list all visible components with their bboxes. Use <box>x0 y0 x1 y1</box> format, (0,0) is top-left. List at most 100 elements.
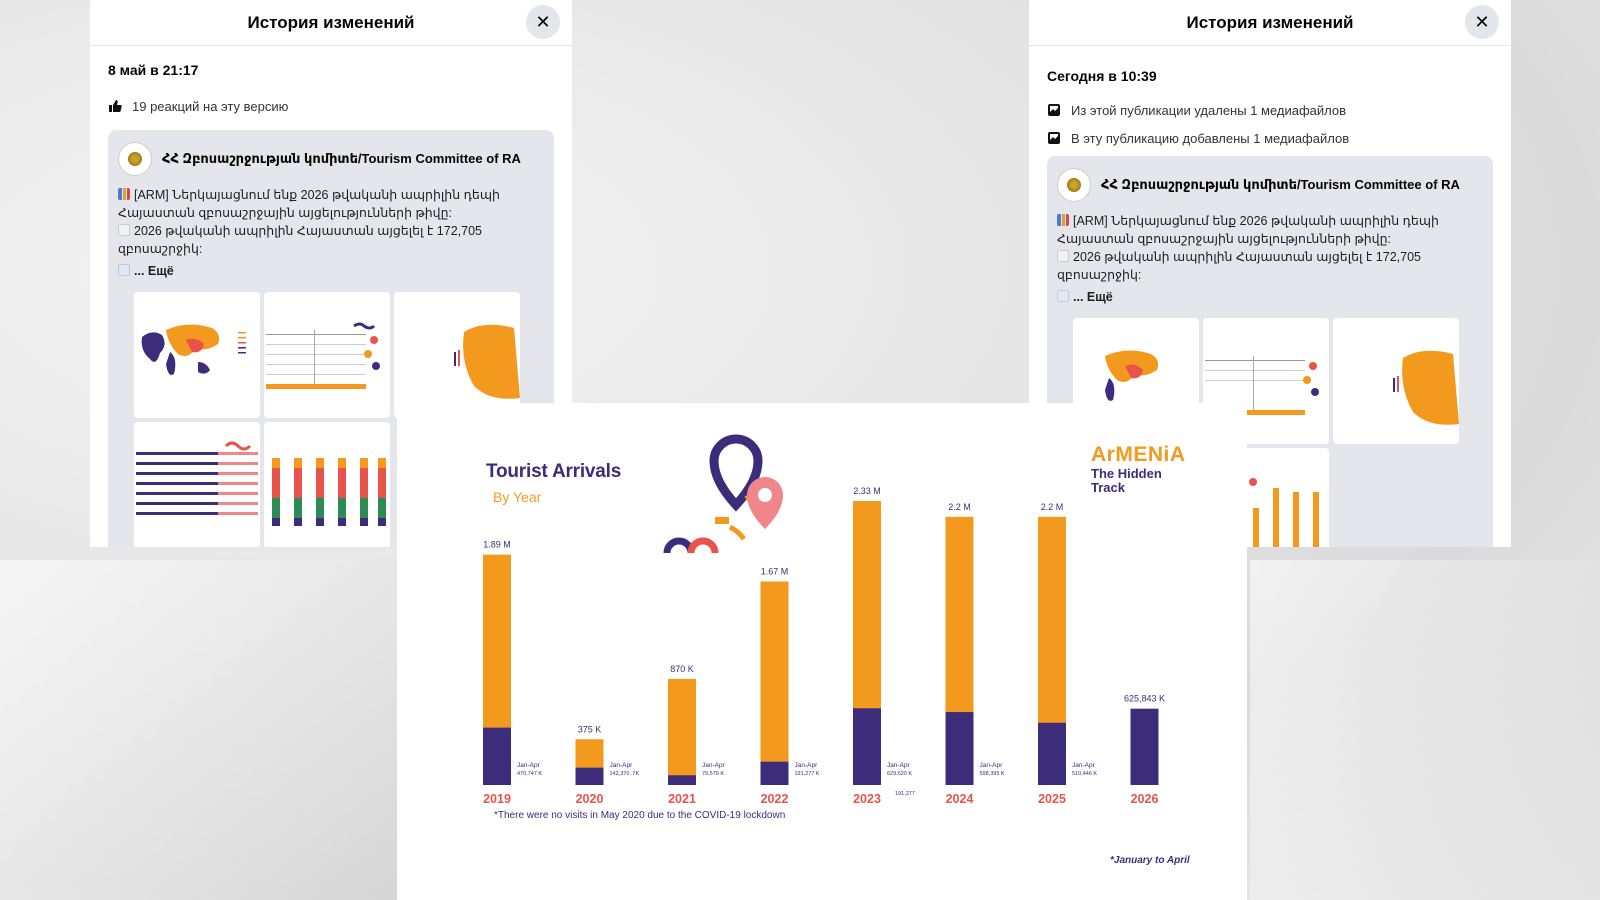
total-label-2026: 625,843 K <box>1124 694 1165 704</box>
panel-title: История изменений <box>247 12 415 32</box>
bar-total-2021 <box>668 678 696 785</box>
extra-value-label: 191,277 <box>895 791 915 797</box>
media-thumb-stripes[interactable] <box>134 422 260 547</box>
tourist-arrivals-infographic[interactable]: 1.89 M Jan-Apr 470,747 K 2019 375 K Jan-Apr 14… <box>397 403 1247 900</box>
jan-apr-value-2024: 598,395 K <box>980 771 1005 777</box>
chart-canvas: 1.89 M Jan-Apr 470,747 K 2019 375 K Jan-Apr 14… <box>483 434 1165 806</box>
total-label-2022: 1.67 M <box>761 566 789 576</box>
brand-name: ArMENiA <box>1091 443 1186 466</box>
jan-apr-caption-2021: Jan-Apr <box>702 762 726 769</box>
location-pins-decoration <box>663 434 783 554</box>
year-label-2020: 2020 <box>576 792 604 806</box>
media-thumb-region-map[interactable] <box>394 292 520 418</box>
avatar[interactable] <box>118 142 152 176</box>
year-label-2025: 2025 <box>1038 792 1066 806</box>
media-thumb-stacked-bars[interactable] <box>264 422 390 547</box>
jan-apr-value-2021: 79,579 K <box>702 771 724 777</box>
media-icon <box>1047 103 1061 117</box>
panel-title: История изменений <box>1186 12 1354 32</box>
bar-jan-apr-2022 <box>760 761 789 785</box>
background-paper <box>0 560 400 900</box>
see-more-link[interactable]: ... Ещё <box>1073 290 1113 304</box>
media-thumb-table[interactable] <box>264 292 390 418</box>
bar-jan-apr-2019 <box>483 727 511 785</box>
year-label-2026: 2026 <box>1131 792 1159 806</box>
post-text: [ARM] Ներկայացնում ենք 2026 թվականի ապրի… <box>1057 212 1483 306</box>
background-paper <box>1250 560 1600 900</box>
jan-apr-value-2019: 470,747 K <box>517 771 542 777</box>
total-label-2024: 2.2 M <box>948 502 971 512</box>
post-line-1: [ARM] Ներկայացնում ենք 2026 թվականի ապրի… <box>118 188 500 220</box>
close-icon: ✕ <box>1474 11 1490 32</box>
close-button[interactable]: ✕ <box>1465 5 1499 39</box>
media-icon <box>1047 131 1061 145</box>
total-label-2020: 375 K <box>578 724 602 734</box>
total-label-2023: 2.33 M <box>853 486 881 496</box>
close-button[interactable]: ✕ <box>526 5 560 39</box>
emblem-icon <box>128 152 142 166</box>
brand-tagline-2: Track <box>1091 480 1125 495</box>
change-text: В эту публикацию добавлены 1 медиафайлов <box>1071 130 1350 146</box>
page-name[interactable]: ՀՀ Զբոսաշրջության կոմիտե/Tourism Committ… <box>162 151 521 166</box>
bar-chart-icon <box>118 188 130 200</box>
total-label-2019: 1.89 M <box>483 540 511 550</box>
post-text: [ARM] Ներկայացնում ենք 2026 թվականի ապրի… <box>118 186 544 280</box>
jan-apr-footnote: *January to April <box>1110 855 1190 866</box>
panel-header: История изменений ✕ <box>90 0 572 46</box>
change-line-removed: Из этой публикации удалены 1 медиафайлов <box>1029 96 1511 124</box>
post-header: ՀՀ Զբոսաշրջության կոմիտե/Tourism Committ… <box>1057 168 1483 202</box>
brand-tagline-1: The Hidden <box>1091 466 1162 481</box>
chart-up-icon <box>1057 250 1069 262</box>
total-label-2025: 2.2 M <box>1041 502 1064 512</box>
jan-apr-value-2022: 191,277 K <box>795 771 820 777</box>
reactions-line: 19 реакций на эту версию <box>90 92 572 120</box>
jan-apr-caption-2020: Jan-Apr <box>610 762 634 769</box>
jan-apr-value-2025: 510,446 K <box>1072 771 1097 777</box>
version-timestamp: 8 май в 21:17 <box>108 62 199 78</box>
post-line-2: 2026 թվականի ապրիլին Հայաստան այցելել է … <box>1057 250 1421 282</box>
jan-apr-caption-2022: Jan-Apr <box>795 762 819 769</box>
covid-note: *There were no visits in May 2020 due to… <box>494 810 786 821</box>
post-line-1: [ARM] Ներկայացնում ենք 2026 թվականի ապրի… <box>1057 214 1439 246</box>
media-thumb-map[interactable] <box>134 292 260 418</box>
year-label-2022: 2022 <box>761 792 789 806</box>
chart-subtitle: By Year <box>493 489 542 505</box>
change-line-added: В эту публикацию добавлены 1 медиафайлов <box>1029 124 1511 152</box>
bar-jan-apr-2024 <box>945 712 974 785</box>
year-label-2023: 2023 <box>853 792 881 806</box>
bar-jan-apr-2025 <box>1038 722 1066 785</box>
jan-apr-caption-2025: Jan-Apr <box>1072 762 1096 769</box>
bar-group: 1.89 M Jan-Apr 470,747 K 2019 375 K Jan-Apr 14… <box>483 486 1165 806</box>
armenia-brand-logo: ArMENiA The Hidden Track <box>1091 443 1211 495</box>
avatar[interactable] <box>1057 168 1091 202</box>
year-label-2019: 2019 <box>483 792 511 806</box>
jan-apr-value-2020: 142,370 .7K <box>610 771 640 777</box>
media-thumb-region-map[interactable] <box>1333 318 1459 444</box>
bar-jan-apr-2021 <box>668 775 696 785</box>
chart-up-icon <box>118 224 130 236</box>
page-name[interactable]: ՀՀ Զբոսաշրջության կոմիտե/Tourism Committ… <box>1101 177 1460 192</box>
change-text: Из этой публикации удалены 1 медиафайлов <box>1071 102 1347 118</box>
media-grid <box>134 292 544 547</box>
bar-jan-apr-2023 <box>853 708 881 785</box>
bar-jan-apr-2020 <box>575 767 604 785</box>
jan-apr-value-2023: 629,620 K <box>887 771 912 777</box>
see-more-link[interactable]: ... Ещё <box>134 264 174 278</box>
year-label-2024: 2024 <box>946 792 974 806</box>
bar-total-2022 <box>760 581 789 785</box>
chart-title: Tourist Arrivals <box>486 461 622 482</box>
emblem-icon <box>1067 178 1081 192</box>
jan-apr-caption-2024: Jan-Apr <box>980 762 1004 769</box>
version-timestamp: Сегодня в 10:39 <box>1047 68 1157 84</box>
bar-jan-apr-2026 <box>1130 708 1159 785</box>
close-icon: ✕ <box>535 11 551 32</box>
thumbs-up-icon <box>108 99 122 113</box>
jan-apr-caption-2019: Jan-Apr <box>517 762 541 769</box>
panel-header: История изменений ✕ <box>1029 0 1511 46</box>
total-label-2021: 870 K <box>670 664 694 674</box>
chart-down-icon <box>1057 290 1069 302</box>
post-line-2: 2026 թվականի ապրիլին Հայաստան այցելել է … <box>118 224 482 256</box>
year-label-2021: 2021 <box>668 792 696 806</box>
post-header: ՀՀ Զբոսաշրջության կոմիտե/Tourism Committ… <box>118 142 544 176</box>
bar-chart-icon <box>1057 214 1069 226</box>
